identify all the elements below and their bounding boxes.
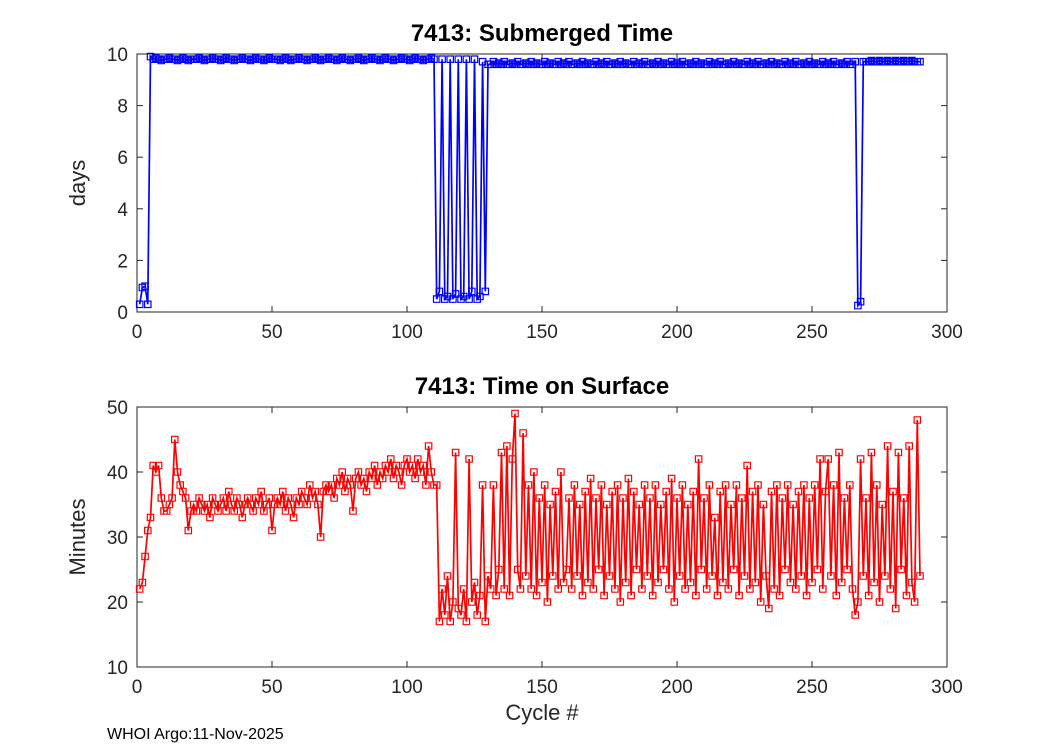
series-line-surface-minutes — [138, 413, 921, 622]
figure-credit-text: WHOI Argo:11-Nov-2025 — [107, 726, 284, 743]
y-axis-label: days — [65, 160, 90, 206]
chart-title: 7413: Time on Surface — [415, 373, 669, 400]
series-line-submerged-days — [138, 54, 920, 309]
series-markers-submerged-days — [135, 52, 924, 310]
y-tick-label: 2 — [117, 251, 128, 272]
x-tick-label: 50 — [261, 322, 282, 343]
axes-box — [136, 406, 948, 668]
x-tick-label: 0 — [132, 322, 143, 343]
x-tick-label: 50 — [261, 677, 282, 698]
submerged-time-chart: 0 50 100 150 200 250 300 0 2 4 6 8 10 7413: Submerged… — [65, 20, 963, 343]
x-tick-label: 200 — [661, 322, 693, 343]
y-axis-label: Minutes — [65, 498, 90, 575]
x-tick-label: 150 — [526, 677, 558, 698]
x-tick-label: 300 — [931, 322, 963, 343]
x-tick-label: 250 — [796, 322, 828, 343]
y-tick-label: 4 — [117, 200, 128, 221]
y-tick-label: 8 — [117, 97, 128, 118]
chart-title: 7413: Submerged Time — [411, 20, 673, 47]
x-axis-label: Cycle # — [505, 700, 579, 725]
y-tick-label: 50 — [107, 398, 128, 419]
y-tick-label: 20 — [107, 593, 128, 614]
y-tick-label: 0 — [117, 303, 128, 324]
x-tick-label: 250 — [796, 677, 828, 698]
surface-time-chart: 0 50 100 150 200 250 300 10 20 30 40 50 7413: Time o… — [65, 373, 963, 725]
x-tick-label: 200 — [661, 677, 693, 698]
x-tick-label: 100 — [391, 677, 423, 698]
y-tick-label: 10 — [107, 45, 128, 66]
series-markers-surface-minutes — [135, 409, 924, 626]
x-tick-label: 100 — [391, 322, 423, 343]
y-tick-label: 10 — [107, 658, 128, 679]
x-tick-label: 0 — [132, 677, 143, 698]
x-tick-label: 150 — [526, 322, 558, 343]
y-tick-label: 30 — [107, 528, 128, 549]
axes-box — [136, 53, 948, 313]
y-tick-label: 6 — [117, 148, 128, 169]
y-tick-label: 40 — [107, 463, 128, 484]
x-tick-label: 300 — [931, 677, 963, 698]
